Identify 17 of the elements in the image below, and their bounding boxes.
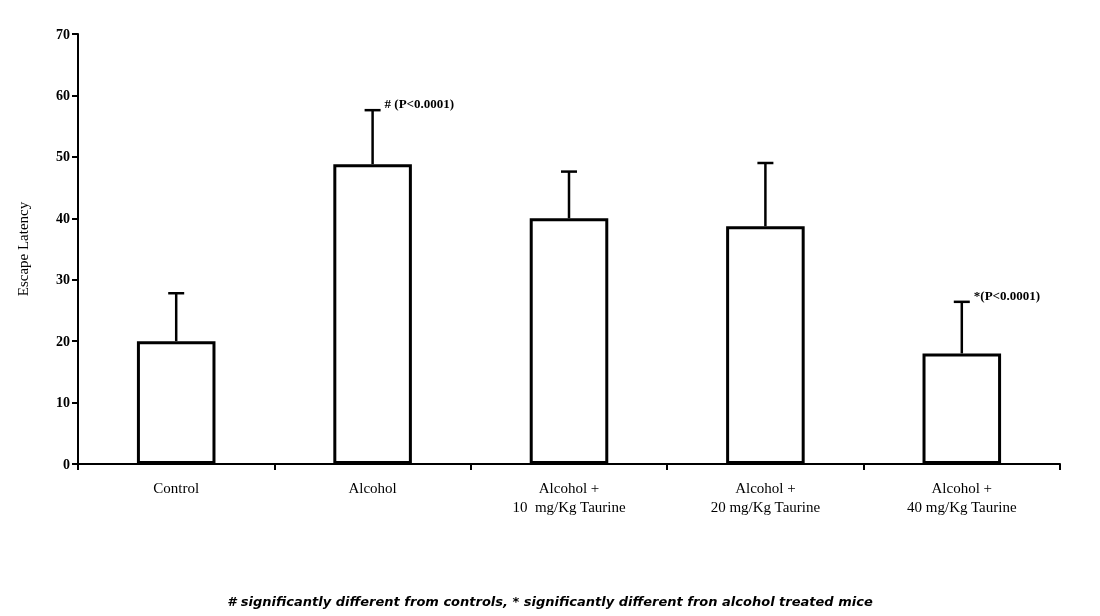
text: # significantly different from controls, * significantly different fron alcohol treated mice <box>227 594 873 609</box>
y-tick-label: 10 <box>56 395 70 411</box>
y-tick-label: 50 <box>56 149 70 165</box>
y-tick-label: 70 <box>56 26 70 42</box>
x-tick-label: Alcohol <box>348 479 397 496</box>
y-tick-label: 40 <box>56 210 70 226</box>
y-tick-label: 0 <box>63 456 70 472</box>
y-axis-title: Escape Latency <box>14 201 31 297</box>
x-tick-label: Alcohol + 10 mg/Kg Taurine <box>512 479 626 515</box>
y-tick-label: 30 <box>56 272 70 288</box>
y-tick-label: 60 <box>56 87 70 103</box>
annotation: # (P<0.0001) <box>384 96 455 112</box>
annotation: *(P<0.0001) <box>973 287 1041 303</box>
x-tick-label: Alcohol + 40 mg/Kg Taurine <box>907 479 1017 515</box>
x-tick-label: Control <box>153 479 200 496</box>
x-tick-label: Alcohol + 20 mg/Kg Taurine <box>710 479 821 515</box>
y-tick-label: 20 <box>56 333 70 349</box>
